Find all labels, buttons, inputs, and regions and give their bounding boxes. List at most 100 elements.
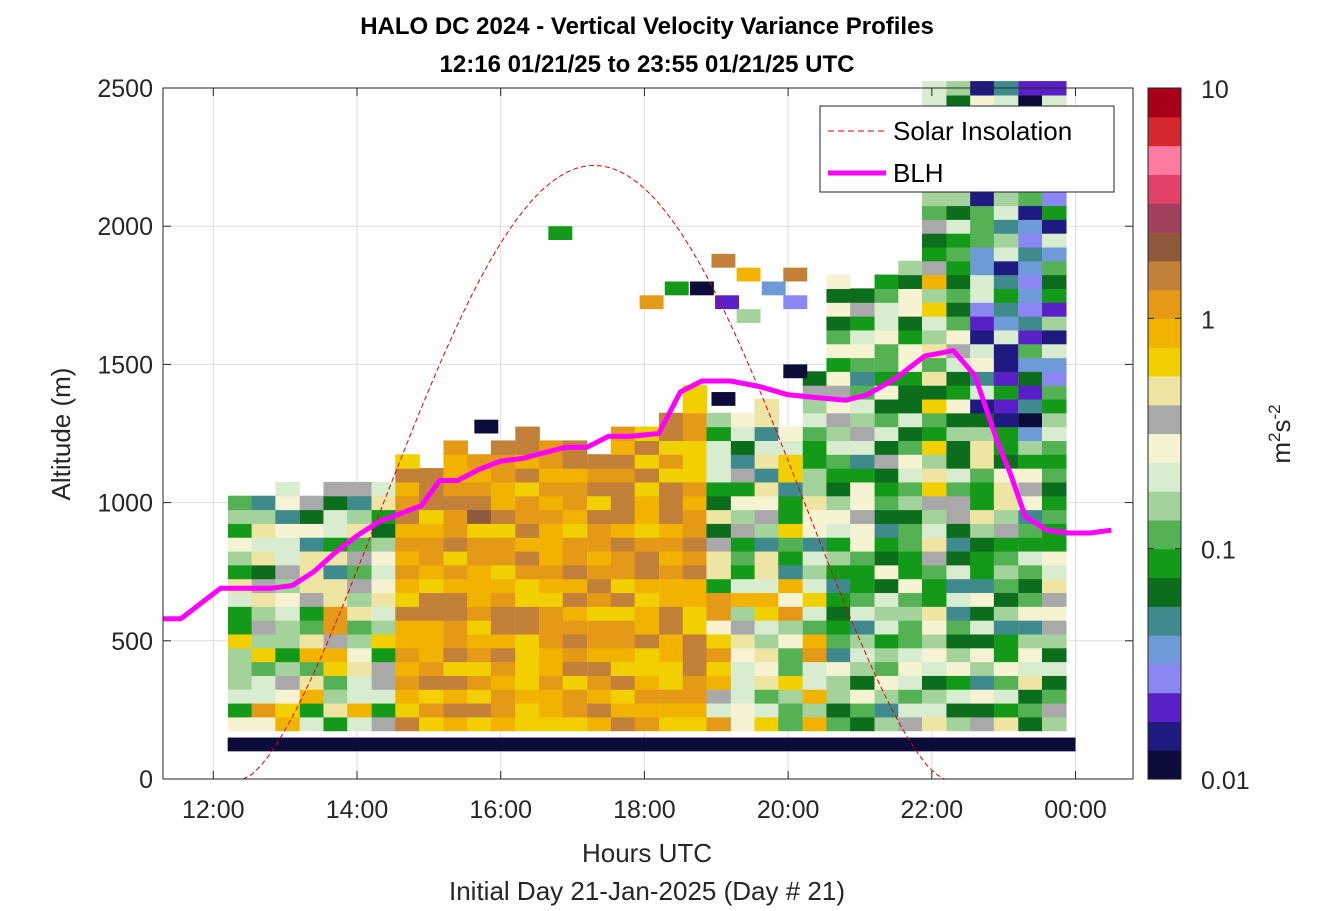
heatmap-cell: [898, 316, 923, 331]
heatmap-cell: [730, 633, 756, 649]
heatmap-cell: [754, 523, 780, 538]
heatmap-cell: [634, 647, 660, 663]
heatmap-cell: [826, 661, 851, 676]
heatmap-cell: [395, 606, 420, 621]
heatmap-cell: [874, 509, 900, 524]
heatmap-cell: [562, 606, 588, 621]
heatmap-cell: [682, 633, 708, 649]
heatmap-cell: [634, 564, 660, 580]
heatmap-cell: [419, 689, 444, 704]
heatmap-cell: [898, 620, 923, 635]
heatmap-cell: [275, 661, 300, 676]
heatmap-cell: [754, 454, 780, 469]
heatmap-cell: [1018, 219, 1043, 234]
heatmap-cell: [443, 481, 469, 497]
heatmap-cell: [443, 675, 469, 690]
heatmap-cell: [467, 675, 492, 690]
heatmap-cell: [1018, 260, 1043, 276]
heatmap-cell: [1018, 357, 1043, 372]
heatmap-cell: [802, 550, 828, 566]
heatmap-cell: [515, 647, 540, 663]
heatmap-cell: [922, 454, 947, 469]
heatmap-cell: [371, 633, 397, 649]
heatmap-cell: [395, 592, 420, 607]
heatmap-cell: [443, 578, 469, 594]
heatmap-cell: [946, 633, 971, 649]
heatmap-cell: [850, 468, 875, 483]
heatmap-cell: [395, 481, 420, 497]
heatmap-cell: [1018, 550, 1043, 566]
heatmap-cell: [970, 219, 995, 234]
heatmap-cell: [347, 550, 372, 566]
colorbar-swatch: [1148, 116, 1181, 147]
heatmap-cell: [946, 620, 971, 635]
heatmap-cell: [850, 675, 875, 690]
heatmap-cell: [682, 647, 708, 663]
heatmap-cell: [922, 246, 947, 262]
heatmap-cell: [754, 689, 780, 704]
heatmap-cell: [1041, 191, 1067, 207]
heatmap-cell: [874, 550, 900, 566]
heatmap-cell: [610, 606, 636, 621]
heatmap-cell: [539, 689, 564, 704]
heatmap-cell: [610, 481, 636, 497]
heatmap-cell: [874, 647, 900, 663]
heatmap-cell: [275, 633, 300, 649]
heatmap-cell: [778, 606, 803, 621]
heatmap-cell: [610, 440, 636, 455]
heatmap-cell: [562, 689, 588, 704]
heatmap-cell: [898, 343, 923, 359]
heatmap-cell: [490, 468, 516, 483]
heatmap-cell: [299, 647, 325, 663]
heatmap-cell: [371, 592, 397, 607]
heatmap-cell: [970, 716, 995, 732]
heatmap-cell: [993, 191, 1019, 207]
heatmap-cell: [299, 606, 325, 621]
heatmap-cell: [371, 620, 397, 635]
heatmap-cell: [874, 689, 900, 704]
heatmap-cell: [874, 620, 900, 635]
heatmap-cell: [539, 495, 564, 511]
blh-line: [163, 348, 1112, 622]
heatmap-cell: [587, 564, 612, 580]
heatmap-cell: [419, 661, 444, 676]
heatmap-cell: [1041, 454, 1067, 469]
heatmap-cell: [970, 274, 995, 289]
heatmap-cell: [1018, 191, 1043, 207]
heatmap-cell: [1018, 578, 1043, 594]
heatmap-cell: [874, 357, 900, 372]
heatmap-cell: [347, 578, 372, 594]
heatmap-cell: [539, 537, 564, 552]
colorbar-swatch: [1148, 231, 1181, 262]
heatmap-cell: [946, 316, 971, 331]
heatmap-cell: [395, 454, 420, 469]
heatmap-cell: [610, 523, 636, 538]
heatmap-cell: [922, 329, 947, 345]
colorbar-frame: [1147, 87, 1182, 780]
heatmap-cell: [1041, 578, 1067, 594]
heatmap-cell: [347, 592, 372, 607]
heatmap-cell: [874, 592, 900, 607]
heatmap-cell: [874, 495, 900, 511]
heatmap-cell: [395, 578, 420, 594]
heatmap-cell: [539, 661, 564, 676]
heatmap-cell: [562, 468, 588, 483]
heatmap-cell: [730, 550, 756, 566]
heatmap-cell: [490, 716, 516, 732]
heatmap-cell: [490, 564, 516, 580]
heatmap-cell: [874, 302, 900, 317]
heatmap-cell: [730, 426, 756, 442]
legend: Solar Insolation BLH: [819, 105, 1115, 193]
heatmap-cell: [443, 716, 469, 732]
heatmap-cell: [275, 564, 300, 580]
heatmap-cell: [419, 633, 444, 649]
heatmap-cell: [275, 689, 300, 704]
x-tick-label: 12:00: [182, 796, 245, 824]
heatmap-cell: [970, 302, 995, 317]
heatmap-cell: [443, 647, 469, 663]
heatmap-cell: [922, 219, 947, 234]
heatmap-cell: [634, 702, 660, 718]
heatmap-cell: [850, 578, 875, 594]
heatmap-cell: [419, 468, 444, 483]
